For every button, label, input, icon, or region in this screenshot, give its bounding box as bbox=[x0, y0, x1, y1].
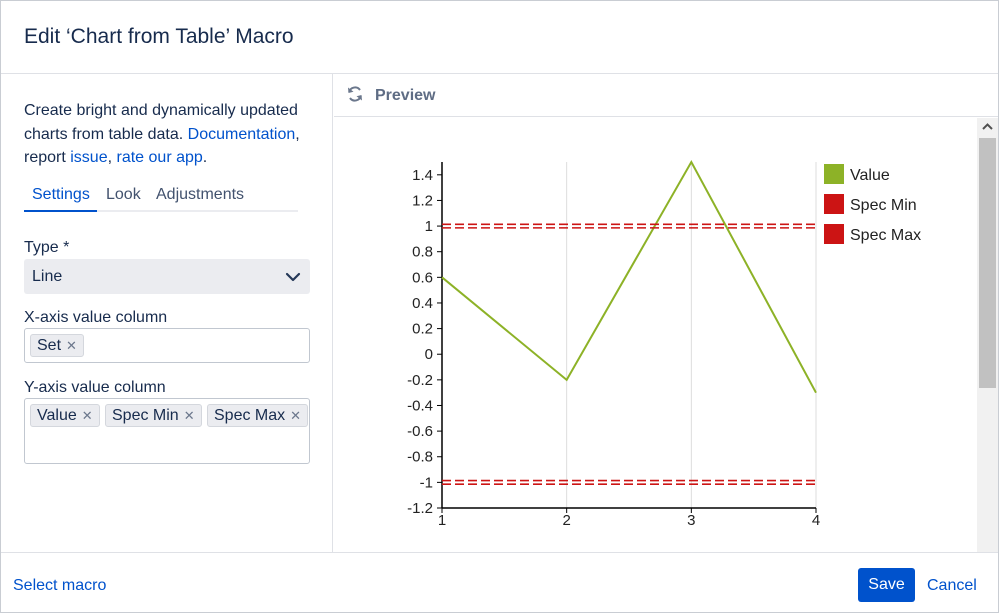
y-axis-chip: Value ✕ bbox=[30, 404, 100, 427]
dialog-footer: Select macro Save Cancel bbox=[1, 552, 998, 612]
rate-app-link[interactable]: rate our app bbox=[116, 149, 203, 166]
preview-label: Preview bbox=[375, 87, 436, 104]
select-macro-link[interactable]: Select macro bbox=[13, 577, 107, 594]
x-tick-label: 4 bbox=[812, 512, 820, 529]
scroll-up-icon[interactable] bbox=[977, 118, 998, 136]
legend-swatch-spec-min bbox=[824, 194, 844, 214]
refresh-icon[interactable] bbox=[346, 85, 364, 103]
chip-label: Set bbox=[37, 337, 62, 354]
settings-panel: Create bright and dynamically updated ch… bbox=[1, 74, 333, 552]
x-tick-label: 3 bbox=[687, 512, 695, 529]
legend-label-value: Value bbox=[850, 167, 890, 184]
y-tick-label: 0 bbox=[425, 346, 433, 363]
type-label: Type * bbox=[24, 239, 70, 256]
settings-tabs: Settings Look Adjustments bbox=[24, 186, 298, 212]
y-axis-label: Y-axis value column bbox=[24, 379, 166, 396]
legend-swatch-value bbox=[824, 164, 844, 184]
y-tick-label: 0.2 bbox=[412, 321, 433, 338]
cancel-button[interactable]: Cancel bbox=[927, 577, 977, 594]
chip-label: Value bbox=[37, 407, 77, 424]
y-tick-label: -0.8 bbox=[407, 449, 433, 466]
y-axis-chip: Spec Max ✕ bbox=[207, 404, 309, 427]
y-tick-label: 1.4 bbox=[412, 167, 433, 184]
description-text: , report bbox=[24, 125, 300, 167]
series-line-value bbox=[441, 159, 817, 394]
x-axis-chip: Set ✕ bbox=[30, 334, 84, 357]
x-axis-input[interactable]: Set ✕ bbox=[24, 328, 310, 363]
chip-label: Spec Min bbox=[112, 407, 179, 424]
y-axis-chip: Spec Min ✕ bbox=[105, 404, 202, 427]
remove-chip-icon[interactable]: ✕ bbox=[81, 408, 93, 423]
tab-settings[interactable]: Settings bbox=[32, 186, 90, 203]
dialog-header: Edit ‘Chart from Table’ Macro bbox=[1, 1, 998, 74]
y-tick-label: -1 bbox=[420, 474, 433, 491]
documentation-link[interactable]: Documentation bbox=[187, 125, 296, 143]
description-text: Create bright and dynamically updated ch… bbox=[24, 102, 298, 143]
y-tick-label: -0.4 bbox=[407, 397, 433, 414]
y-tick-label: -0.6 bbox=[407, 423, 433, 440]
legend-label-spec-min: Spec Min bbox=[850, 197, 917, 214]
remove-chip-icon[interactable]: ✕ bbox=[66, 338, 77, 353]
chip-label: Spec Max bbox=[214, 407, 286, 424]
save-button[interactable]: Save bbox=[858, 568, 915, 602]
tab-adjustments[interactable]: Adjustments bbox=[156, 186, 245, 203]
remove-chip-icon[interactable]: ✕ bbox=[183, 408, 195, 423]
line-chart: 1.4 1.2 1 0.8 0.6 0.4 0.2 0 -0.2 -0.4 -0.6 -0.8 -1 -1… bbox=[407, 159, 921, 529]
y-tick-label: -0.2 bbox=[407, 372, 433, 389]
tab-look[interactable]: Look bbox=[106, 186, 141, 203]
dialog-title: Edit ‘Chart from Table’ Macro bbox=[24, 25, 294, 48]
y-tick-label: 0.4 bbox=[412, 295, 433, 312]
y-axis-input[interactable]: Value ✕ Spec Min ✕ Spec Max ✕ bbox=[24, 398, 310, 464]
preview-header: Preview bbox=[334, 74, 998, 117]
description-text: , bbox=[107, 149, 117, 166]
chart-area: 1.4 1.2 1 0.8 0.6 0.4 0.2 0 -0.2 -0.4 -0.6 -0.8 -1 -1… bbox=[334, 118, 977, 552]
vertical-scrollbar[interactable] bbox=[977, 118, 998, 552]
chevron-down-icon bbox=[285, 272, 301, 282]
y-tick-label: -1.2 bbox=[407, 500, 433, 517]
y-tick-label: 1 bbox=[425, 218, 433, 235]
y-tick-label: 0.8 bbox=[412, 244, 433, 261]
issue-link[interactable]: issue bbox=[70, 149, 108, 166]
macro-description: Create bright and dynamically updated ch… bbox=[24, 99, 319, 170]
type-select[interactable]: Line bbox=[24, 259, 310, 294]
y-tick-label: 1.2 bbox=[412, 192, 433, 209]
type-select-value: Line bbox=[32, 268, 63, 285]
remove-chip-icon[interactable]: ✕ bbox=[290, 408, 302, 423]
legend-label-spec-max: Spec Max bbox=[850, 227, 921, 244]
active-tab-indicator bbox=[24, 210, 97, 212]
preview-panel: Preview 1.4 1.2 1 0.8 0.6 0.4 0.2 0 -0.2 -0.4 -0.6… bbox=[334, 74, 998, 552]
description-text: . bbox=[202, 149, 208, 166]
scrollbar-thumb[interactable] bbox=[979, 138, 996, 388]
y-tick-label: 0.6 bbox=[412, 269, 433, 286]
x-tick-label: 1 bbox=[438, 512, 446, 529]
x-axis-label: X-axis value column bbox=[24, 309, 168, 326]
legend-swatch-spec-max bbox=[824, 224, 844, 244]
x-tick-label: 2 bbox=[562, 512, 570, 529]
